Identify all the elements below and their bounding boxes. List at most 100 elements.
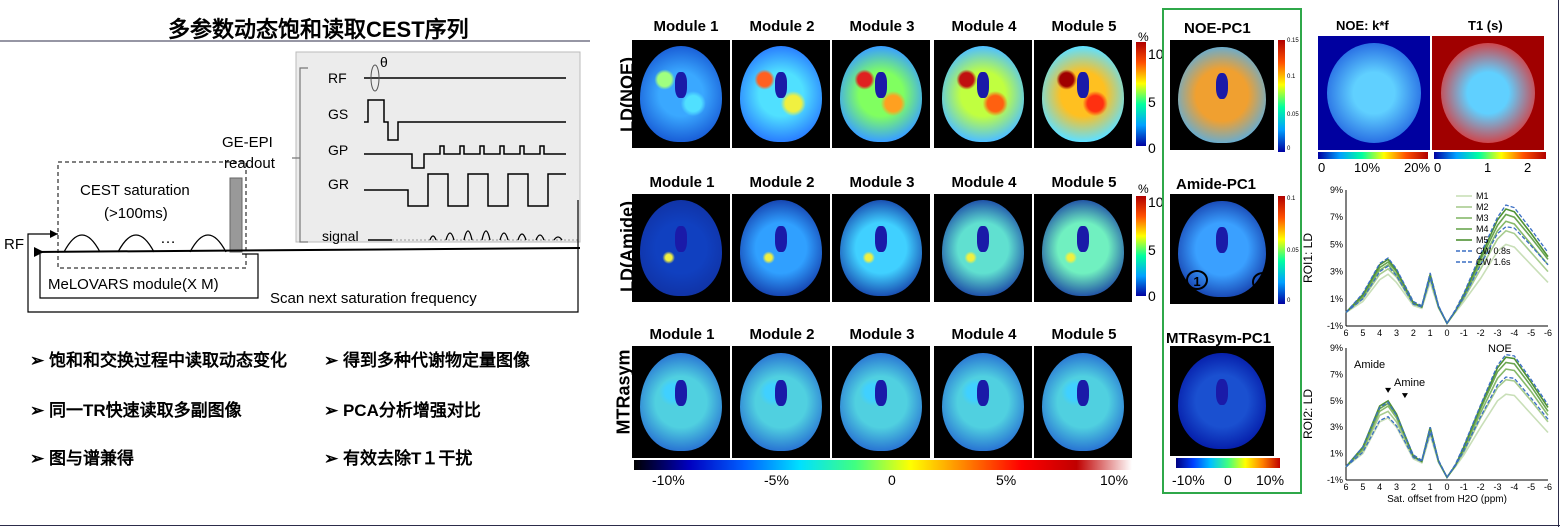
ventricle-shape bbox=[775, 72, 787, 99]
readout-label: readout bbox=[224, 155, 275, 172]
gr-gradient bbox=[364, 173, 566, 207]
sequence-diagram bbox=[0, 40, 590, 313]
legend-label: CW 1.6s bbox=[1476, 257, 1511, 267]
brain-map-tile bbox=[632, 346, 730, 458]
x-tick-label: -6 bbox=[1544, 482, 1552, 492]
melovars-label: MeLOVARS module(X M) bbox=[48, 276, 219, 293]
kf-tick-3: 20% bbox=[1404, 160, 1431, 175]
mtr-tick-2: -5% bbox=[764, 472, 789, 488]
gp-gradient bbox=[364, 145, 566, 169]
y-tick-label: 3% bbox=[1330, 267, 1343, 277]
roi1-spectrum-chart: 9% 7% 5% 3% 1% -1%6 5 4 3 2 1 0 -1 -2 -3 -4 -5 -6 ROI1: LD… bbox=[1301, 185, 1552, 338]
scan-next-label: Scan next saturation frequency bbox=[270, 290, 477, 307]
module-label: Module 1 bbox=[649, 326, 715, 343]
y-tick-label: 1% bbox=[1330, 294, 1343, 304]
x-tick-label: -1 bbox=[1460, 482, 1468, 492]
y-tick-label: 7% bbox=[1330, 369, 1343, 379]
legend-label: M5 bbox=[1476, 235, 1489, 245]
ventricle-shape bbox=[675, 226, 687, 253]
brain-map-tile bbox=[832, 40, 930, 148]
gr-label: GR bbox=[328, 176, 349, 192]
x-tick-label: 6 bbox=[1343, 482, 1348, 492]
brain-map-tile bbox=[1034, 346, 1132, 458]
pc-mtr-tick-3: 10% bbox=[1256, 472, 1285, 488]
x-tick-label: -6 bbox=[1544, 328, 1552, 338]
brain-map-tile bbox=[934, 194, 1032, 302]
cbar-noe-unit: % bbox=[1138, 30, 1149, 44]
kf-colorbar bbox=[1318, 152, 1428, 159]
module-label: Module 3 bbox=[849, 174, 915, 191]
y-tick-label: -1% bbox=[1327, 321, 1343, 331]
ge-epi-label: GE-EPI bbox=[222, 134, 273, 151]
brain-map-tile bbox=[732, 194, 830, 302]
legend-label: CW 0.8s bbox=[1476, 246, 1511, 256]
annotation-amide: Amide bbox=[1354, 359, 1385, 371]
pc-noe-colorbar bbox=[1278, 40, 1285, 152]
t1-label: T1 (s) bbox=[1468, 18, 1503, 33]
module-label: Module 4 bbox=[951, 326, 1017, 343]
t1-colorbar bbox=[1434, 152, 1546, 159]
pc-mtr-tick-1: -10% bbox=[1172, 472, 1205, 488]
module-label: Module 4 bbox=[951, 18, 1017, 35]
pc-noe-tick-2: 0.1 bbox=[1287, 74, 1296, 80]
cbar-amide-unit: % bbox=[1138, 182, 1149, 196]
module-label: Module 5 bbox=[1051, 326, 1117, 343]
module-label: Module 3 bbox=[849, 18, 915, 35]
page-title: 多参数动态饱和读取CEST序列 bbox=[168, 17, 469, 42]
x-tick-label: 2 bbox=[1411, 482, 1416, 492]
row-label-amide: LD(Amide) bbox=[617, 201, 638, 292]
brain-map-tile bbox=[632, 194, 730, 302]
colorbar-noe bbox=[1136, 42, 1146, 146]
pc-noe-tick-1: 0.15 bbox=[1287, 38, 1299, 44]
bottom-border bbox=[0, 525, 1560, 526]
series-line bbox=[1345, 376, 1549, 479]
module-label: Module 2 bbox=[749, 18, 815, 35]
cest-sat-label: CEST saturation bbox=[80, 182, 190, 199]
y-tick-label: 3% bbox=[1330, 422, 1343, 432]
x-tick-label: -5 bbox=[1527, 482, 1535, 492]
rf-label: RF bbox=[328, 70, 347, 86]
ventricle-shape bbox=[977, 72, 989, 99]
y-tick-label: 7% bbox=[1330, 212, 1343, 222]
y-tick-label: 5% bbox=[1330, 239, 1343, 249]
pc-noe-tick-4: 0 bbox=[1287, 146, 1291, 152]
t1-tick-3: 2 bbox=[1524, 160, 1532, 175]
x-tick-label: 0 bbox=[1444, 482, 1449, 492]
x-tick-label: 5 bbox=[1360, 328, 1365, 338]
melovars-box bbox=[39, 253, 259, 299]
module-label: Module 1 bbox=[653, 18, 719, 35]
ventricle-shape bbox=[1215, 73, 1229, 100]
ventricle-shape bbox=[875, 379, 887, 407]
x-tick-label: 5 bbox=[1360, 482, 1365, 492]
ventricle-shape bbox=[675, 379, 687, 407]
x-tick-label: 3 bbox=[1394, 482, 1399, 492]
pc-panel-box bbox=[1162, 8, 1302, 494]
rf-pulse-icon bbox=[370, 64, 380, 92]
x-tick-label: -5 bbox=[1527, 328, 1535, 338]
cbar-amide-5: 5 bbox=[1148, 242, 1156, 258]
x-tick-label: -3 bbox=[1493, 482, 1501, 492]
annotation-noe: NOE bbox=[1488, 343, 1512, 355]
pc-label-noe: NOE-PC1 bbox=[1184, 20, 1251, 37]
kf-tick-2: 10% bbox=[1354, 160, 1381, 175]
x-tick-label: -2 bbox=[1477, 328, 1485, 338]
brain-map-tile bbox=[832, 194, 930, 302]
module-label: Module 5 bbox=[1051, 174, 1117, 191]
y-tick-label: 9% bbox=[1330, 343, 1343, 353]
series-line bbox=[1345, 393, 1549, 479]
pc-map-tile bbox=[1170, 40, 1274, 150]
module-label: Module 2 bbox=[749, 326, 815, 343]
gs-gradient bbox=[364, 99, 566, 141]
ventricle-shape bbox=[1077, 379, 1089, 407]
gp-label: GP bbox=[328, 142, 349, 158]
roi-marker: 1 bbox=[1186, 270, 1208, 290]
ventricle-shape bbox=[1215, 379, 1229, 406]
series-line bbox=[1345, 243, 1549, 325]
noe-kf-label: NOE: k*f bbox=[1336, 18, 1389, 33]
mtr-tick-5: 10% bbox=[1100, 472, 1129, 488]
ventricle-shape bbox=[775, 379, 787, 407]
arrow-amine bbox=[1401, 393, 1408, 399]
cbar-amide-10: 10 bbox=[1148, 194, 1164, 210]
x-tick-label: -4 bbox=[1510, 482, 1518, 492]
y-tick-label: 5% bbox=[1330, 396, 1343, 406]
